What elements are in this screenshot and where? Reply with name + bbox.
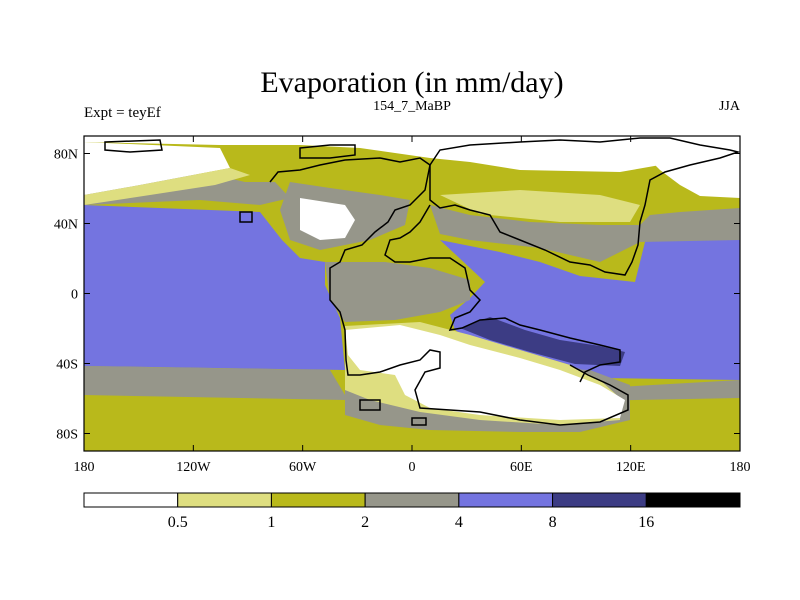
x-tick-label: 120E xyxy=(616,460,646,475)
colorbar-legend: 0.5 1 2 4 8 16 xyxy=(83,492,741,531)
colorbar-level-label: 0.5 xyxy=(168,514,188,531)
y-axis: 80N 40N 0 40S 80S xyxy=(54,148,740,443)
arctic-island-coastline xyxy=(299,144,356,159)
central-pangea-grey xyxy=(325,262,470,322)
asian-pale-zone xyxy=(440,190,640,222)
east-continent-coastline xyxy=(429,137,740,276)
small-island-coastline-2 xyxy=(411,417,427,426)
colorbar-level-label: 2 xyxy=(361,514,369,531)
south-continent-dry-white xyxy=(345,325,625,420)
colorbar-swatch xyxy=(177,492,272,508)
small-island-coastline-3 xyxy=(359,399,381,411)
y-tick-label: 80S xyxy=(56,428,78,443)
x-tick-label: 60W xyxy=(289,460,317,475)
x-tick-label: 180 xyxy=(74,460,95,475)
time-period-label: 154_7_MaBP xyxy=(373,99,451,114)
y-tick-label: 40S xyxy=(56,358,78,373)
colorbar-level-label: 16 xyxy=(638,514,654,531)
northeast-pacific-white xyxy=(640,150,740,198)
west-continent-coastline xyxy=(269,157,629,426)
north-pacific-pale-band xyxy=(84,168,250,205)
chart-title: Evaporation (in mm/day) xyxy=(260,66,563,99)
y-tick-label: 80N xyxy=(54,148,78,163)
y-tick-label: 0 xyxy=(71,288,78,303)
x-tick-label: 0 xyxy=(409,460,416,475)
season-label: JJA xyxy=(719,99,741,114)
y-tick-label: 40N xyxy=(54,218,78,233)
colorbar-swatch xyxy=(364,492,460,508)
experiment-label: Expt = teyEf xyxy=(84,105,161,121)
colorbar-swatch xyxy=(645,492,741,508)
x-tick-label: 120W xyxy=(176,460,211,475)
colorbar-swatch xyxy=(270,492,366,508)
map-field xyxy=(84,136,740,451)
north-african-dry-white xyxy=(300,198,355,240)
colorbar-swatch xyxy=(458,492,554,508)
x-tick-label: 180 xyxy=(730,460,751,475)
tropical-ocean-blue xyxy=(84,205,345,370)
southern-high-evaporation-band xyxy=(460,317,625,366)
colorbar-swatch xyxy=(552,492,647,508)
colorbar-level-label: 4 xyxy=(455,514,463,531)
asia-interior-grey xyxy=(430,205,740,262)
arctic-white xyxy=(84,136,740,172)
colorbar-level-label: 8 xyxy=(549,514,557,531)
colorbar-level-label: 1 xyxy=(267,514,275,531)
x-axis: 180 120W 60W 0 60E 120E 180 xyxy=(74,136,751,475)
northern-island-coastline xyxy=(104,139,163,153)
x-tick-label: 60E xyxy=(510,460,533,475)
coastline-contours xyxy=(104,137,740,426)
central-landmass-coastline xyxy=(384,204,621,383)
small-island-coastline-1 xyxy=(239,211,253,223)
northwest-pacific-white xyxy=(84,142,230,195)
colorbar-swatch xyxy=(83,492,179,508)
